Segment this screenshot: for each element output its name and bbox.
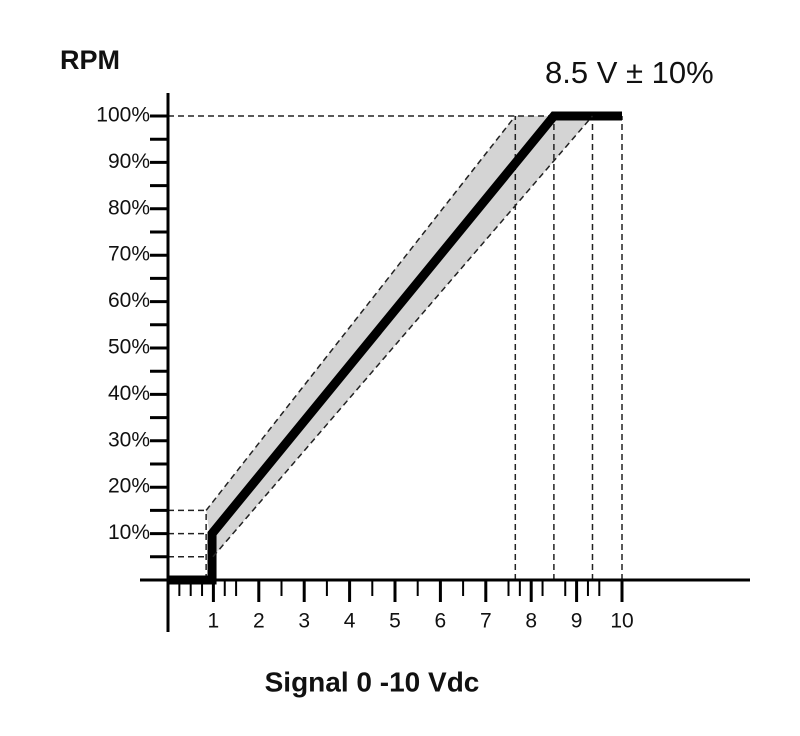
rpm-line xyxy=(168,111,622,585)
tolerance-line xyxy=(205,115,516,511)
y-tick-label: 80% xyxy=(108,196,150,219)
y-tick-label: 50% xyxy=(108,336,150,359)
x-tick-label: 4 xyxy=(344,610,356,633)
y-axis-title: RPM xyxy=(60,45,120,75)
tolerance-band xyxy=(206,116,593,557)
y-tick-label: 20% xyxy=(108,475,150,498)
x-tick-label: 10 xyxy=(610,610,633,633)
y-tick-label: 10% xyxy=(108,521,150,544)
x-tick-label: 8 xyxy=(525,610,537,633)
x-tick-label: 5 xyxy=(389,610,401,633)
y-tick-label: 60% xyxy=(108,289,150,312)
x-tick-label: 7 xyxy=(480,610,492,633)
band-layer xyxy=(206,116,593,557)
x-axis-title: Signal 0 -10 Vdc xyxy=(265,666,480,697)
y-tick-label: 30% xyxy=(108,428,150,451)
tolerance-line xyxy=(212,115,594,558)
reference-layer xyxy=(168,115,623,580)
x-tick-label: 3 xyxy=(298,610,310,633)
x-tick-label: 9 xyxy=(571,610,583,633)
y-tick-label: 100% xyxy=(96,104,150,127)
annotation: 8.5 V ± 10% xyxy=(545,55,714,90)
y-tick-label: 40% xyxy=(108,382,150,405)
x-tick-label: 2 xyxy=(253,610,265,633)
x-tick-label: 6 xyxy=(435,610,447,633)
y-tick-label: 90% xyxy=(108,150,150,173)
y-tick-label: 70% xyxy=(108,243,150,266)
x-tick-label: 1 xyxy=(208,610,220,633)
